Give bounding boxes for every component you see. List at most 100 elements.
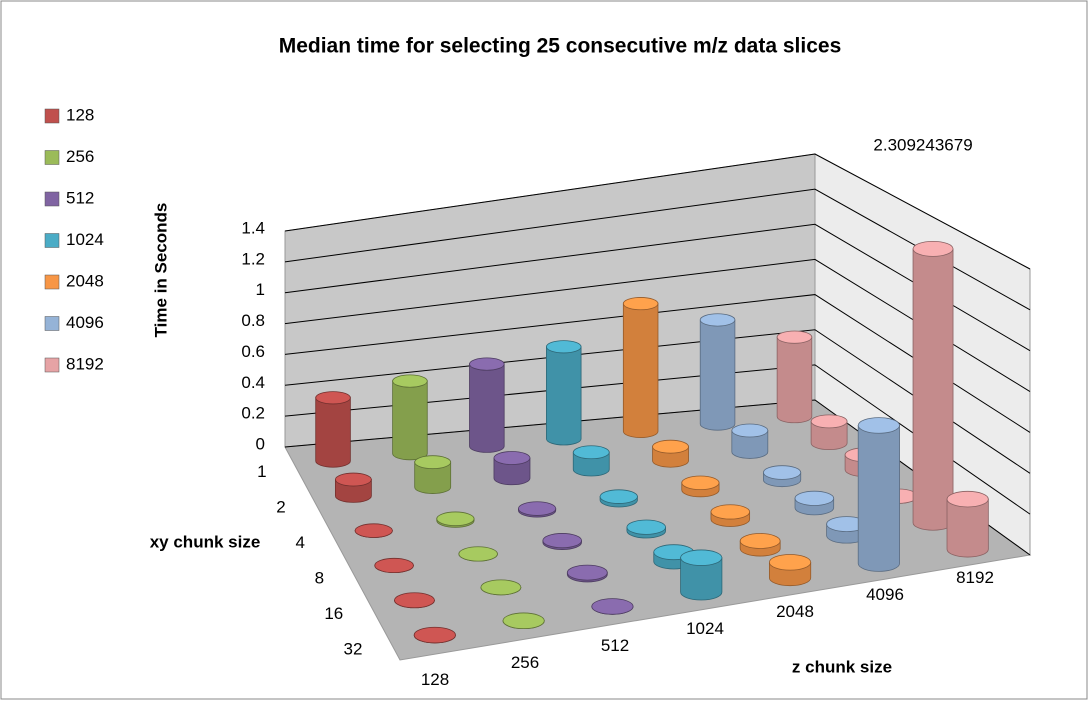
cylinder-top — [739, 533, 781, 549]
legend-swatch — [44, 274, 60, 290]
cylinder — [652, 439, 689, 468]
cylinder-top — [436, 511, 475, 527]
cylinder-top — [591, 598, 634, 615]
cylinder-top — [946, 490, 989, 508]
cylinder — [414, 455, 452, 494]
cylinder — [622, 297, 659, 438]
cylinder — [394, 592, 435, 609]
cylinder-top — [652, 439, 689, 454]
cylinder-top — [794, 490, 835, 506]
cylinder — [810, 414, 848, 451]
y-tick-label: 0.6 — [241, 342, 265, 361]
cylinder — [566, 564, 608, 583]
cylinder — [699, 313, 736, 431]
cylinder — [334, 472, 372, 503]
legend-swatch — [44, 191, 60, 207]
cylinder — [354, 523, 393, 538]
legend-swatch — [44, 357, 60, 373]
cylinder — [731, 423, 769, 459]
cylinder-top — [394, 592, 435, 609]
cylinder-top — [699, 313, 736, 327]
cylinder-top — [731, 423, 769, 438]
cylinder-body — [699, 319, 736, 431]
cylinder-top — [768, 554, 812, 571]
cylinder-top — [493, 451, 531, 465]
depth-tick-label: 32 — [343, 640, 362, 659]
legend-label: 512 — [66, 188, 94, 207]
cylinder-top — [572, 445, 610, 460]
cylinder-body — [810, 420, 848, 451]
cylinder-top — [354, 523, 393, 538]
legend-swatch — [44, 150, 60, 165]
cylinder-top — [392, 374, 428, 388]
cylinder-top — [458, 546, 498, 562]
x-tick-label: 256 — [511, 653, 539, 672]
cylinder — [857, 417, 900, 572]
cylinder-top — [502, 612, 545, 630]
cylinder-top — [599, 489, 638, 504]
y-tick-label: 1 — [256, 280, 265, 299]
cylinder-body — [315, 397, 351, 468]
cylinder-body — [493, 457, 531, 486]
cylinder — [946, 490, 989, 558]
cylinder — [374, 557, 414, 574]
y-tick-label: 0.2 — [241, 404, 265, 423]
cylinder — [681, 475, 720, 498]
x-tick-label: 128 — [421, 670, 449, 689]
cylinder-body — [680, 557, 723, 601]
cylinder-body — [912, 248, 954, 531]
legend-label: 8192 — [66, 354, 104, 373]
cylinder-body — [776, 336, 813, 424]
depth-tick-label: 8 — [315, 569, 324, 588]
cylinder — [572, 445, 610, 477]
cylinder-body — [414, 461, 452, 494]
legend-swatch — [44, 108, 60, 124]
x-tick-label: 2048 — [776, 602, 814, 621]
cylinder — [739, 533, 781, 557]
legend-label: 4096 — [66, 313, 104, 332]
legend-swatch — [44, 233, 60, 248]
cylinder-top — [315, 391, 351, 405]
cylinder-top — [480, 579, 522, 596]
x-tick-label: 4096 — [866, 585, 904, 604]
cylinder-top — [413, 626, 456, 644]
depth-tick-label: 16 — [324, 604, 343, 623]
cylinder — [546, 340, 582, 446]
cylinder-top — [334, 472, 372, 487]
cylinder — [768, 554, 812, 587]
y-axis-title: Time in Seconds — [151, 203, 170, 338]
cylinder — [542, 533, 582, 550]
grid-line — [284, 258, 1031, 392]
cylinder — [680, 549, 723, 601]
cylinder — [436, 511, 475, 528]
legend-label: 128 — [66, 105, 94, 124]
grid-line — [284, 329, 1031, 474]
cylinder — [518, 501, 557, 518]
cylinder — [480, 579, 522, 596]
depth-tick-label: 2 — [276, 498, 285, 517]
x-tick-label: 1024 — [686, 619, 724, 638]
x-axis-title: z chunk size — [792, 657, 892, 676]
cylinder-top — [626, 519, 666, 535]
x-tick-label: 8192 — [956, 568, 994, 587]
cylinder — [912, 240, 954, 531]
cylinder-top — [374, 557, 414, 574]
cylinder — [794, 490, 835, 516]
y-tick-label: 1.4 — [241, 218, 265, 237]
cylinder — [626, 519, 666, 539]
cylinder — [599, 489, 638, 508]
y-tick-label: 1.2 — [241, 249, 265, 268]
legend-label: 256 — [66, 147, 94, 166]
y-tick-label: 0.4 — [241, 373, 265, 392]
grid-line — [284, 153, 1031, 270]
cylinder — [392, 374, 428, 461]
cylinder-body — [546, 346, 582, 446]
depth-tick-label: 1 — [257, 462, 266, 481]
grid-line — [284, 294, 1031, 433]
cylinder-body — [946, 498, 989, 558]
depth-axis-title: xy chunk size — [150, 532, 261, 551]
cylinder-top — [680, 549, 723, 566]
cylinder-top — [518, 501, 557, 516]
cylinder-top — [857, 417, 900, 434]
cylinder-body — [731, 430, 769, 459]
